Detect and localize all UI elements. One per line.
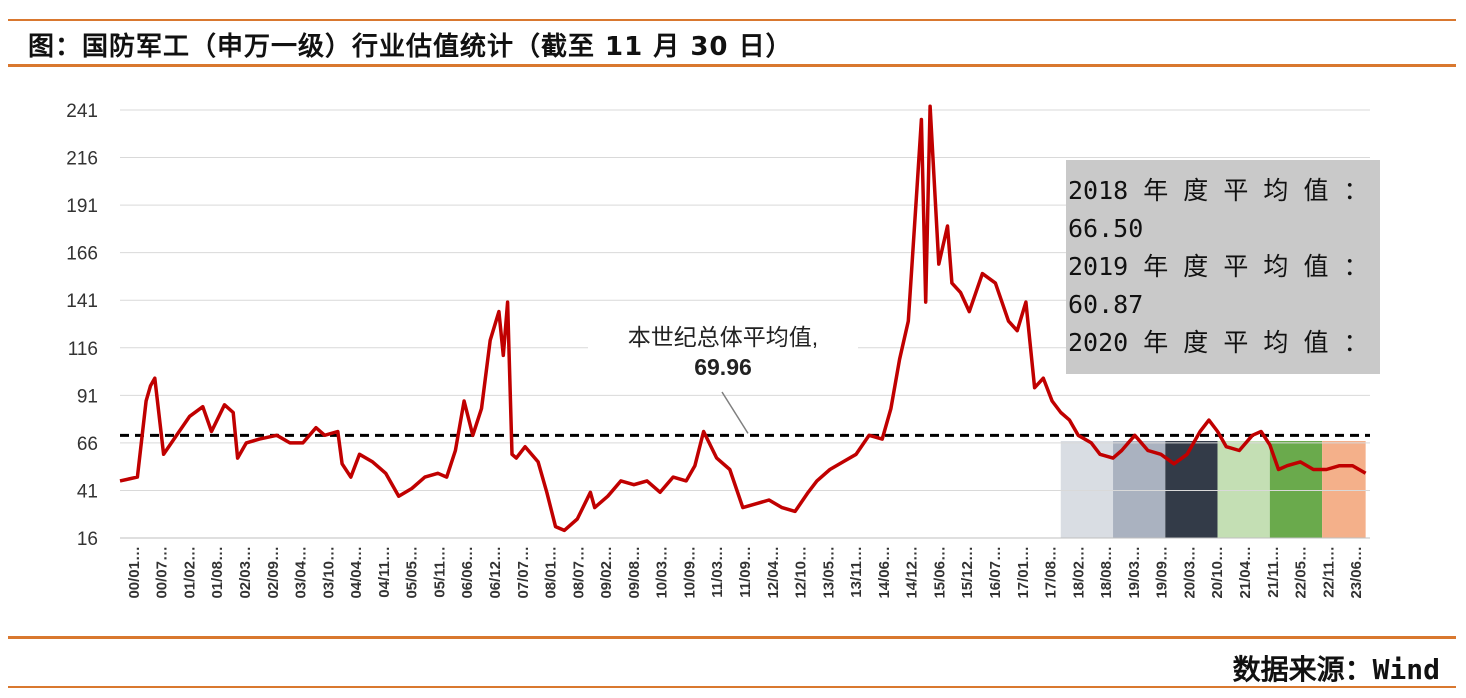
x-tick-label: 22/11…	[1320, 546, 1337, 598]
x-tick-label: 15/06…	[931, 546, 948, 599]
y-tick-label: 191	[66, 196, 98, 217]
note-line-1: 2018 年 度 平 均 值 ：	[1068, 176, 1369, 205]
x-tick-label: 11/09…	[737, 546, 754, 598]
x-tick-label: 01/08…	[209, 546, 226, 599]
x-tick-label: 04/04…	[348, 546, 365, 599]
x-tick-label: 05/05…	[404, 546, 421, 599]
x-tick-label: 18/02…	[1070, 546, 1087, 599]
x-tick-label: 14/06…	[876, 546, 893, 599]
y-tick-label: 166	[66, 244, 98, 265]
top-rule	[8, 19, 1456, 21]
shade-2021	[1217, 440, 1270, 538]
shade-2022	[1269, 440, 1323, 538]
valuation-series-line	[119, 104, 1367, 533]
x-tick-label: 08/01…	[543, 546, 560, 599]
x-tick-label: 13/11…	[848, 546, 865, 598]
shade-2019	[1113, 440, 1166, 538]
x-tick-label: 09/02…	[598, 546, 615, 599]
x-tick-label: 22/05…	[1293, 546, 1310, 599]
x-tick-label: 02/03…	[237, 546, 254, 599]
x-tick-label: 05/11…	[431, 546, 448, 598]
x-tick-label: 12/10…	[793, 546, 810, 599]
title-rule	[8, 64, 1456, 67]
note-line-3: 2019 年 度 平 均 值 ：	[1068, 252, 1369, 281]
shade-2020	[1165, 440, 1218, 538]
x-tick-label: 21/11…	[1265, 546, 1282, 598]
y-tick-label: 216	[66, 149, 98, 170]
y-tick-label: 41	[77, 481, 98, 502]
average-annotation-text: 本世纪总体平均值,	[627, 324, 819, 350]
y-tick-label: 116	[68, 339, 98, 360]
x-tick-label: 00/01…	[126, 546, 143, 599]
source-text: 数据来源：Wind	[1232, 653, 1440, 686]
annotation-leader	[721, 391, 749, 434]
bottom-rule	[8, 636, 1456, 639]
x-tick-label: 04/11…	[376, 546, 393, 598]
x-tick-label: 15/12…	[959, 546, 976, 599]
x-tick-label: 17/01…	[1015, 546, 1032, 599]
y-tick-label: 91	[77, 386, 98, 407]
valuation-line-chart: 241 216 191 166 141 116 91 66 41 16 00/01… 00/07… 01…	[66, 101, 1370, 599]
x-tick-label: 23/06…	[1348, 546, 1365, 599]
note-line-5: 2020 年 度 平 均 值 ：	[1068, 328, 1369, 357]
x-tick-label: 20/10…	[1209, 546, 1226, 599]
x-tick-label: 11/03…	[709, 546, 726, 598]
shade-2023	[1322, 440, 1366, 538]
y-tick-label: 16	[77, 529, 98, 550]
x-tick-label: 10/09…	[681, 546, 698, 599]
x-tick-label: 03/10…	[320, 546, 337, 599]
x-tick-label: 14/12…	[904, 546, 921, 599]
note-line-2: 66.50	[1068, 214, 1144, 243]
x-tick-label: 06/06…	[459, 546, 476, 599]
x-tick-label: 19/03…	[1126, 546, 1143, 599]
x-tick-label: 07/07…	[515, 546, 532, 599]
x-tick-label: 02/09…	[265, 546, 282, 599]
x-tick-label: 09/08…	[626, 546, 643, 599]
x-tick-label: 01/02…	[181, 546, 198, 599]
x-tick-label: 08/07…	[570, 546, 587, 599]
footer-rule	[8, 686, 1456, 688]
x-tick-label: 13/05…	[820, 546, 837, 599]
y-tick-label: 66	[77, 434, 98, 455]
x-tick-label: 16/07…	[987, 546, 1004, 599]
y-tick-label: 141	[66, 291, 98, 312]
x-tick-label: 17/08…	[1043, 546, 1060, 599]
y-tick-label: 241	[66, 101, 98, 122]
x-tick-label: 19/09…	[1154, 546, 1171, 599]
note-line-4: 60.87	[1068, 290, 1144, 319]
x-tick-label: 00/07…	[154, 546, 171, 599]
average-annotation-value: 69.96	[694, 354, 752, 380]
x-tick-label: 10/03…	[654, 546, 671, 599]
x-tick-label: 18/08…	[1098, 546, 1115, 599]
x-tick-label: 03/04…	[293, 546, 310, 599]
x-tick-label: 06/12…	[487, 546, 504, 599]
x-tick-label: 12/04…	[765, 546, 782, 599]
average-annotation: 本世纪总体平均值, 69.96	[588, 322, 858, 382]
yearly-average-note: 2018 年 度 平 均 值 ： 66.50 2019 年 度 平 均 值 ： …	[1066, 160, 1380, 374]
x-tick-label: 20/03…	[1181, 546, 1198, 599]
x-tick-label: 21/04…	[1237, 546, 1254, 599]
chart-title: 图：国防军工（申万一级）行业估值统计（截至 11 月 30 日）	[28, 32, 793, 62]
